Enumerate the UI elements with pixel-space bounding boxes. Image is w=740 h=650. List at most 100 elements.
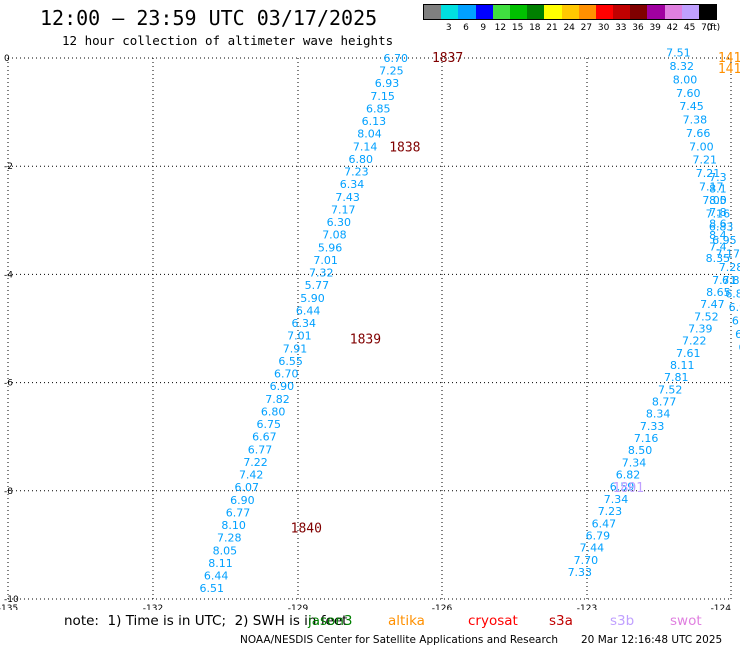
legend-swatch <box>561 5 579 19</box>
x-tick-label: -135 <box>0 604 18 610</box>
x-tick-label: -129 <box>288 604 309 610</box>
wave-height-value: 6.22 <box>735 328 740 341</box>
x-tick-label: -132 <box>143 604 163 610</box>
legend-swatch <box>613 5 631 19</box>
y-tick-label: -10 <box>4 595 19 605</box>
wave-height-value: 8.4 <box>709 229 727 242</box>
legend-swatch <box>595 5 614 19</box>
wave-height-value: 7.71 <box>712 274 737 287</box>
wave-height-value: 8.32 <box>669 60 694 73</box>
x-tick-label: -123 <box>577 604 597 610</box>
legend-label: 18 <box>529 23 541 33</box>
wave-height-value: 6.83 <box>709 221 734 234</box>
wave-height-value: 7.22 <box>682 335 707 348</box>
wave-height-value: 7.52 <box>694 310 719 323</box>
wave-height-value: 7.15 <box>370 90 395 103</box>
y-tick-label: -8 <box>4 487 13 497</box>
wave-height-value: 6.51 <box>200 582 225 595</box>
legend-swatches <box>423 4 718 20</box>
wave-height-value: 6.90 <box>270 380 295 393</box>
wave-height-value: 7.81 <box>664 371 689 384</box>
wave-height-value: 7.61 <box>676 347 701 360</box>
satellite-label-jason3: jason3 <box>308 613 353 629</box>
legend-label: 27 <box>580 23 593 33</box>
legend-label: 3 <box>445 23 452 33</box>
satellite-label-swot: swot <box>670 613 702 629</box>
satellite-label-s3a: s3a <box>549 613 573 629</box>
wave-height-value: 6.34 <box>292 317 317 330</box>
time-label: 1837 <box>432 51 463 66</box>
wave-height-value: 7.00 <box>702 194 727 207</box>
time-label: 1415 <box>718 62 740 77</box>
wave-height-value: 5.96 <box>318 241 343 254</box>
wave-height-value: 7.51 <box>666 47 691 60</box>
wave-height-value: 6.44 <box>296 304 321 317</box>
wave-height-value: 7.16 <box>634 432 659 445</box>
legend-swatch <box>578 5 596 19</box>
wave-height-value: 6.87 <box>722 274 740 287</box>
wave-height-value: 6.13 <box>362 115 387 128</box>
legend-unit: (ft) <box>706 23 721 33</box>
wave-height-value: 6.79 <box>586 529 611 542</box>
wave-height-value: 7.01 <box>313 254 338 267</box>
wave-height-value: 7.17 <box>699 180 724 193</box>
wave-height-value: 7.45 <box>679 100 704 113</box>
wave-height-value: 7.17 <box>715 247 740 260</box>
legend-swatch <box>681 5 699 19</box>
wave-height-value: 8.11 <box>208 557 233 570</box>
wave-height-value: 7.25 <box>379 65 404 78</box>
footer-timestamp: 20 Mar 12:16:48 UTC 2025 <box>581 634 723 646</box>
legend-label: 24 <box>563 23 575 33</box>
wave-height-value: 7.28 <box>217 532 242 545</box>
wave-height-value: 7.52 <box>658 383 683 396</box>
wave-height-value: 5.90 <box>300 292 325 305</box>
wave-height-value: 6.34 <box>340 178 365 191</box>
wave-height-value: 8.1 <box>709 183 727 196</box>
legend-label: 33 <box>615 23 627 33</box>
page-subtitle: 12 hour collection of altimeter wave hei… <box>62 33 394 48</box>
wave-height-value: 8.10 <box>221 519 246 532</box>
wave-height-value: 7.43 <box>335 191 360 204</box>
wave-height-value: 6.93 <box>375 77 400 90</box>
wave-height-value: 8.5 <box>709 194 727 207</box>
wave-height-plot: 0 -2 -4 -6 -8 -10-135 -132 -129 -126 -123 -124 6.70… <box>0 47 740 610</box>
wave-height-value: 7.82 <box>265 393 290 406</box>
legend-label: 12 <box>494 23 507 33</box>
wave-height-value: 6.70 <box>384 52 409 65</box>
wave-height-value: 7.00 <box>689 140 714 153</box>
wave-height-value: 6.85 <box>366 102 391 115</box>
y-tick-label: -4 <box>4 270 13 280</box>
legend-label: 45 <box>683 23 696 33</box>
satellite-label-altika: altika <box>388 613 425 629</box>
wave-height-value: 6.07 <box>235 481 260 494</box>
wave-height-value: 7.8 <box>709 206 727 219</box>
wave-height-value: 5.77 <box>305 279 330 292</box>
legend-swatch <box>441 5 459 19</box>
wave-height-value: 7.34 <box>604 493 629 506</box>
wave-height-value: 7.70 <box>574 554 599 567</box>
legend-label: 21 <box>546 23 558 33</box>
legend-label: 30 <box>597 23 610 33</box>
wave-height-value: 7.60 <box>676 87 701 100</box>
legend-swatch <box>475 5 493 19</box>
y-tick-label: 0 <box>4 54 10 64</box>
legend-swatch <box>509 5 528 19</box>
legend-label: 6 <box>463 23 469 33</box>
wave-height-value: 7.3 <box>709 171 727 184</box>
legend-swatch <box>630 5 648 19</box>
wave-height-value: 7.01 <box>287 330 312 343</box>
wave-height-value: 7.38 <box>683 114 708 127</box>
wave-height-value: 8.00 <box>673 73 698 86</box>
wave-height-value: 8.35 <box>706 252 731 265</box>
wave-height-value: 7.91 <box>283 342 308 355</box>
wave-height-value: 7.16 <box>706 207 731 220</box>
legend-swatch <box>544 5 562 19</box>
wave-height-value: 6.44 <box>204 570 229 583</box>
wave-height-value: 7.42 <box>239 469 264 482</box>
satellite-label-s3b: s3b <box>610 613 635 629</box>
wave-height-value: 6.77 <box>248 443 273 456</box>
wave-height-value: 6.75 <box>256 418 281 431</box>
satellite-label-cryosat: cryosat <box>468 613 518 629</box>
wave-height-value: 7.17 <box>331 203 356 216</box>
wave-height-value: 7.32 <box>309 267 334 280</box>
